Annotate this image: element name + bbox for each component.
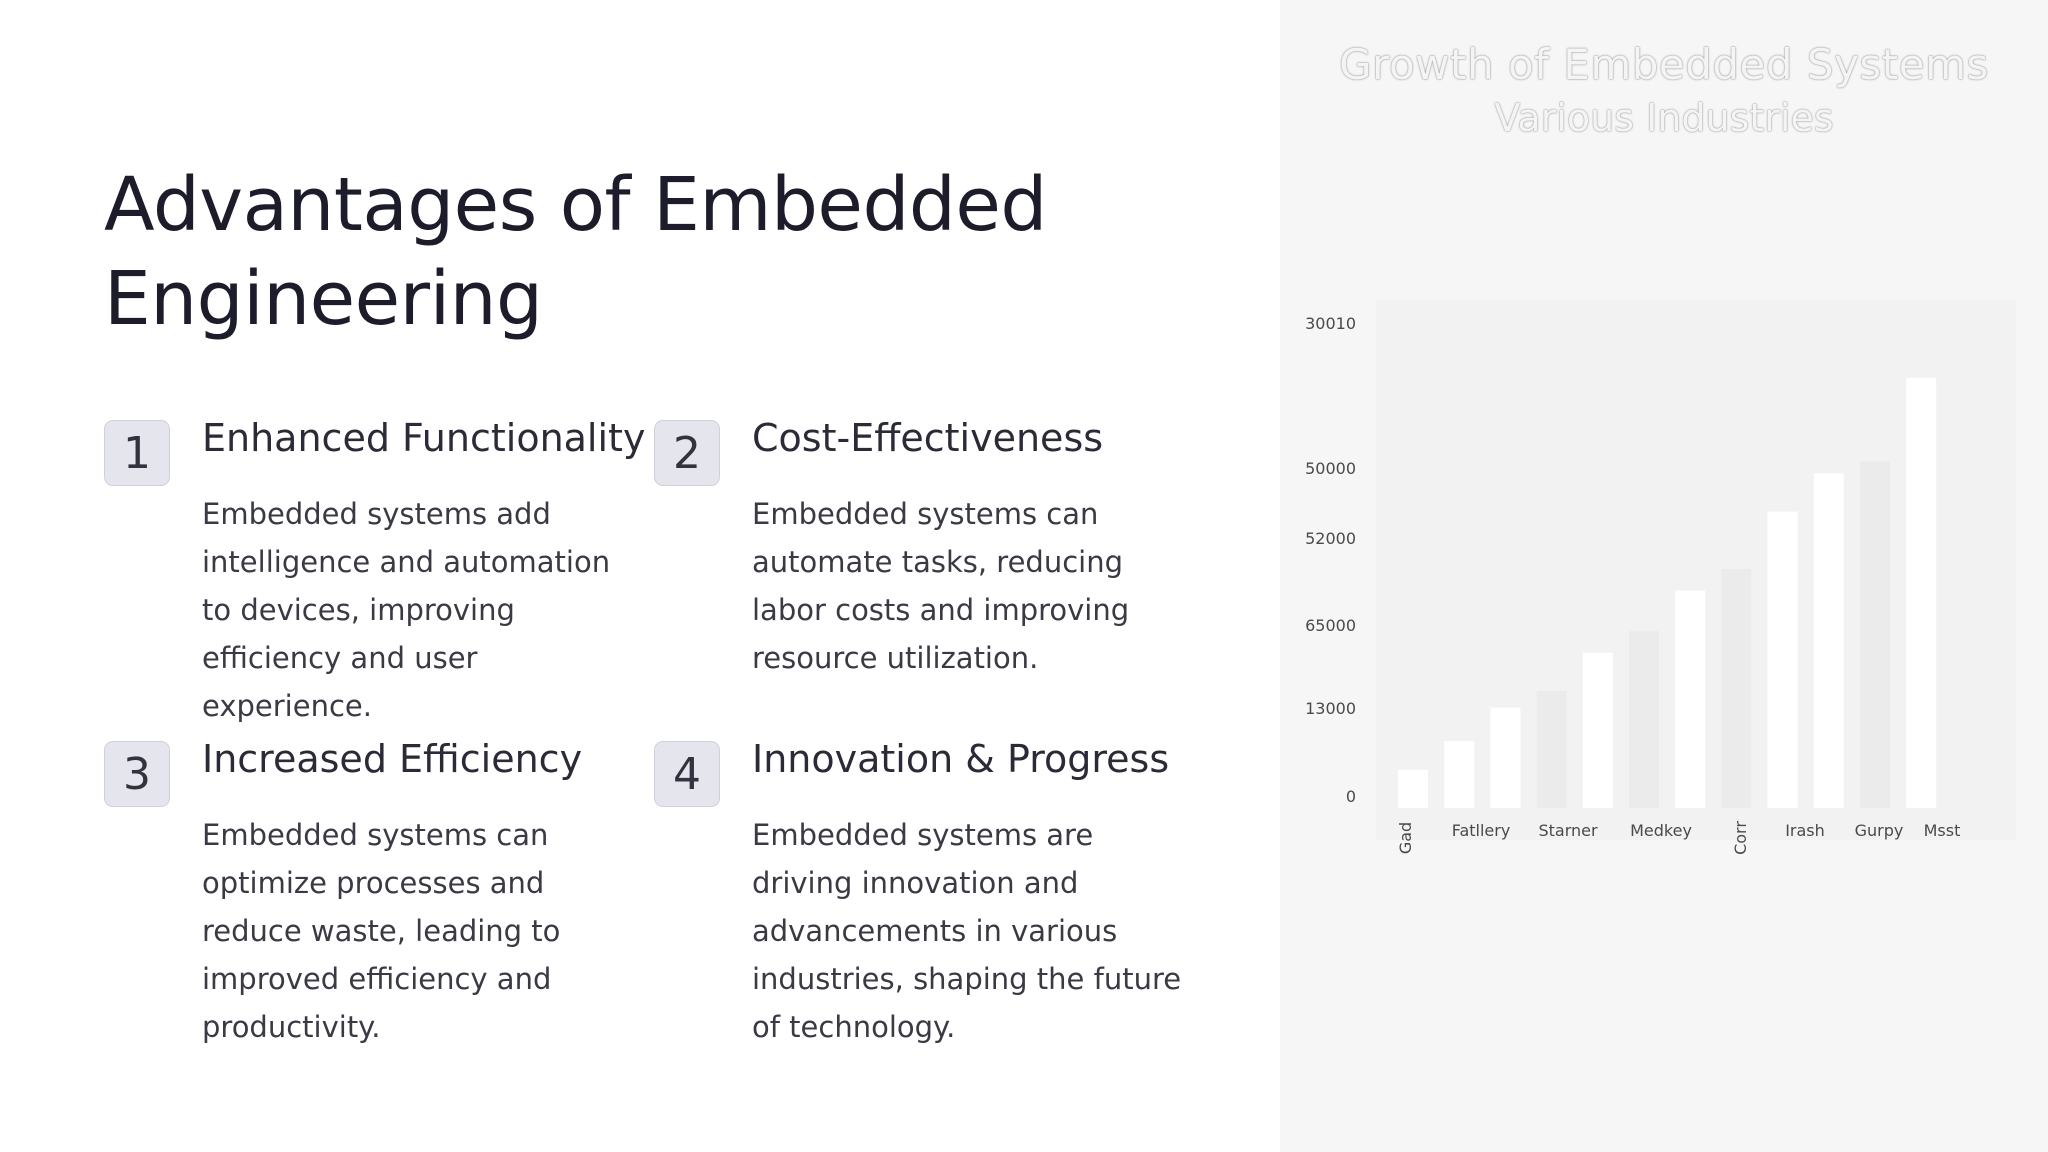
y-tick-label: 13000 (1305, 699, 1356, 718)
feature-number-badge: 4 (654, 741, 720, 807)
x-tick-label: Msst (1924, 821, 1961, 840)
x-tick-label: Gurpy (1855, 821, 1904, 840)
bar (1582, 652, 1613, 808)
x-tick-label: Corr (1731, 821, 1750, 855)
feature-number-badge: 2 (654, 420, 720, 486)
bar (1536, 690, 1567, 808)
bar (1860, 461, 1890, 808)
feature-description: Embedded systems are driving innovation … (752, 818, 1182, 1044)
chart-title: Growth of Embedded Systems (1339, 40, 1989, 89)
chart-panel: Growth of Embedded Systems Various Indus… (1280, 0, 2048, 1152)
feature-number-badge: 3 (104, 741, 170, 807)
y-tick-label: 65000 (1305, 616, 1356, 635)
bar (1444, 741, 1475, 808)
bar (1490, 707, 1521, 808)
bar (1813, 473, 1844, 808)
feature-description: Embedded systems can optimize processes … (202, 818, 561, 1044)
feature-description: Embedded systems add intelligence and au… (202, 497, 611, 723)
bar (1906, 377, 1937, 808)
y-tick-label: 0 (1346, 787, 1356, 806)
bar (1675, 590, 1706, 808)
bar-chart: 0 13000 65000 52000 50000 30010 Gad Fatllery Sta… (1305, 300, 2016, 855)
x-tick-label: Irash (1785, 821, 1825, 840)
feature-title: Cost-Effectiveness (752, 416, 1104, 460)
bar (1398, 769, 1428, 808)
content-panel: Advantages of Embedded Engineering 1 Enh… (104, 162, 1182, 1044)
y-tick-label: 52000 (1305, 529, 1356, 548)
bar (1629, 631, 1659, 808)
x-tick-label: Starner (1538, 821, 1598, 840)
x-tick-label: Gad (1396, 822, 1415, 854)
feature-title: Innovation & Progress (752, 737, 1170, 781)
bar (1767, 511, 1798, 808)
bar (1721, 569, 1752, 808)
page-title: Advantages of Embedded Engineering (104, 162, 1047, 342)
feature-title: Increased Efficiency (202, 737, 583, 781)
chart-subtitle: Various Industries (1494, 96, 1834, 140)
feature-number-badge: 1 (104, 420, 170, 486)
feature-description: Embedded systems can automate tasks, red… (752, 497, 1130, 675)
y-tick-label: 30010 (1305, 314, 1356, 333)
x-tick-label: Fatllery (1452, 821, 1511, 840)
y-tick-label: 50000 (1305, 459, 1356, 478)
x-tick-label: Medkey (1630, 821, 1692, 840)
feature-title: Enhanced Functionality (202, 416, 646, 460)
